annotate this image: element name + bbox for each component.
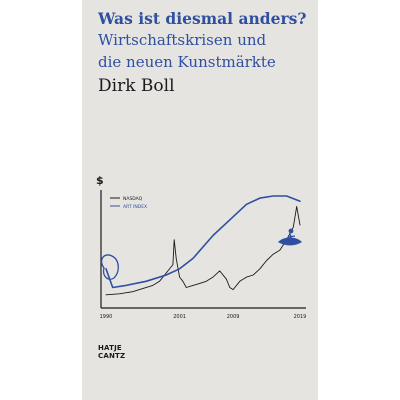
publisher-line-1: HATJE [98, 344, 122, 352]
book-cover: Was ist diesmal anders? Wirtschaftskrise… [82, 0, 318, 400]
x-tick-label: 2001 [173, 314, 186, 320]
publisher-logo: HATJE CANTZ [98, 344, 125, 360]
chart-decoration [100, 228, 302, 280]
x-tick-labels: 1990 2001 2009 2019 [100, 314, 307, 320]
legend-label: ART INDEX [123, 204, 147, 210]
book-author: Dirk Boll [98, 76, 175, 96]
x-tick-label: 1990 [100, 314, 113, 320]
x-tick-label: 2009 [227, 314, 240, 320]
cover-chart: $ NASDAQ ART INDEX 1990 2001 2009 2019 [96, 174, 307, 320]
dollar-icon: $ [96, 174, 104, 187]
book-subtitle-line-2: die neuen Kunstmärkte [98, 53, 276, 71]
chart-series-layer [105, 195, 301, 296]
surfer-icon [278, 228, 302, 246]
chart-legend: NASDAQ ART INDEX [110, 196, 147, 210]
series-line-nasdaq [105, 205, 301, 296]
title-block: Was ist diesmal anders? Wirtschaftskrise… [98, 8, 313, 97]
book-title: Was ist diesmal anders? [98, 9, 307, 28]
book-subtitle-line-1: Wirtschaftskrisen und [98, 31, 267, 49]
x-tick-label: 2019 [294, 314, 307, 320]
legend-label: NASDAQ [123, 196, 143, 202]
circle-doodle [100, 254, 119, 280]
publisher-line-2: CANTZ [98, 352, 126, 360]
series-line-art-index [105, 195, 301, 289]
